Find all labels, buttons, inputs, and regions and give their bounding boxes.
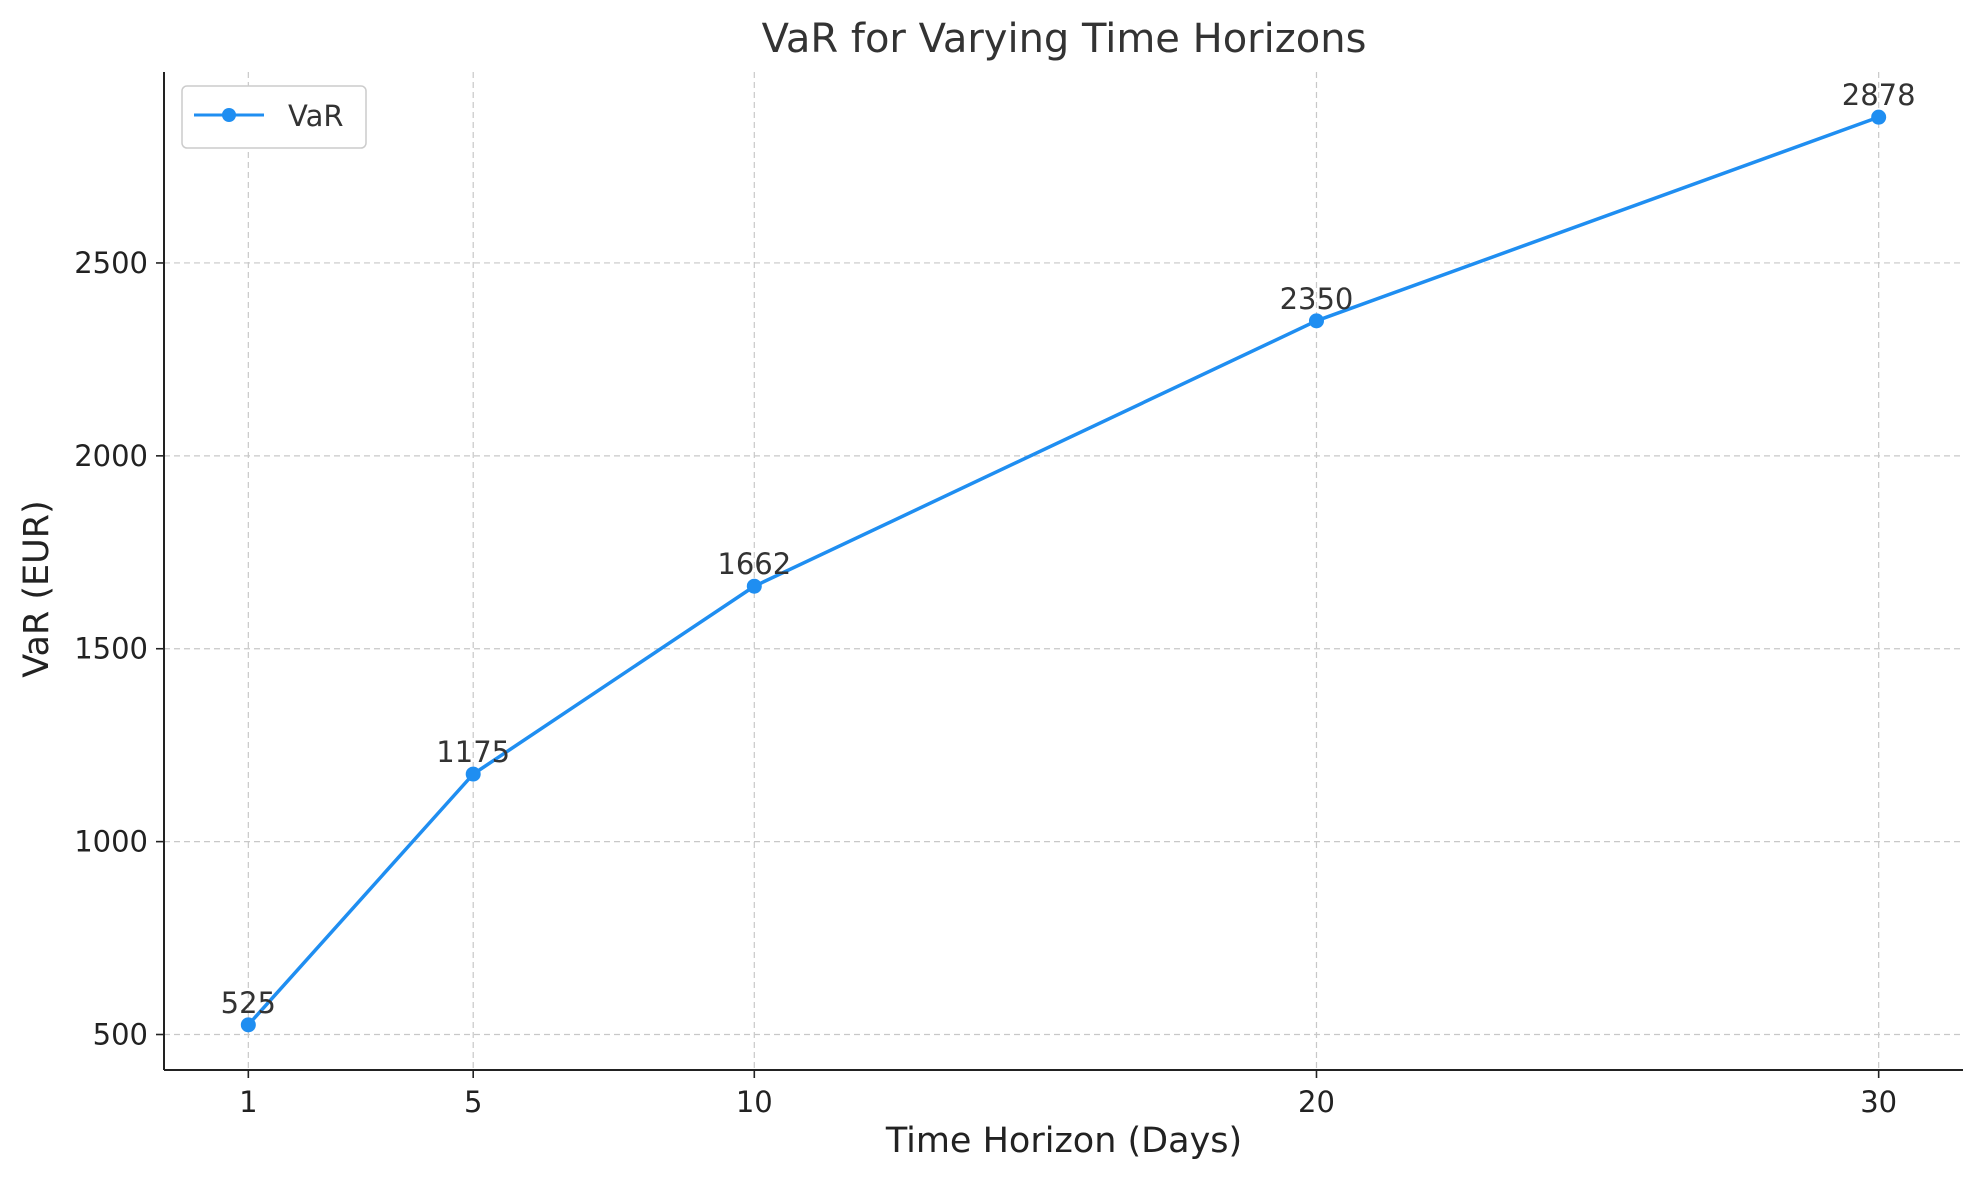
grid-lines (164, 72, 1963, 1070)
y-tick-label: 2500 (74, 246, 148, 280)
series-layer (240, 109, 1887, 1033)
y-tick-label: 1000 (74, 825, 148, 859)
data-point-label: 2878 (1842, 78, 1916, 112)
data-point-label: 1662 (717, 547, 791, 581)
legend-box (181, 85, 367, 149)
x-axis-label: Time Horizon (Days) (885, 1121, 1242, 1161)
y-tick-label: 500 (93, 1018, 148, 1052)
x-tick-label: 10 (736, 1085, 773, 1119)
legend: VaR (181, 85, 367, 149)
data-labels: 525 1175 1662 2350 2878 (221, 78, 1916, 1020)
data-point-label: 525 (221, 986, 276, 1020)
legend-marker-swatch (222, 108, 236, 122)
axis-ticks: 1 5 10 20 30 500 1000 1500 2000 2500 (74, 246, 1897, 1119)
x-tick-label: 30 (1860, 1085, 1897, 1119)
x-tick-label: 5 (464, 1085, 482, 1119)
y-axis-label: VaR (EUR) (17, 500, 57, 677)
data-point-label: 1175 (436, 735, 510, 769)
series-line-var (247, 115, 1880, 1027)
data-point-marker (746, 578, 762, 594)
x-tick-label: 1 (239, 1085, 257, 1119)
axes-spines (163, 72, 1963, 1071)
data-point-marker (465, 766, 481, 782)
data-point-label: 2350 (1280, 282, 1354, 316)
y-tick-label: 1500 (74, 632, 148, 666)
data-point-marker (1871, 109, 1887, 125)
x-tick-label: 20 (1298, 1085, 1335, 1119)
data-point-marker (240, 1017, 256, 1033)
legend-entry-var: VaR (288, 99, 344, 133)
chart-title: VaR for Varying Time Horizons (762, 16, 1367, 62)
data-point-marker (1308, 313, 1324, 329)
y-tick-label: 2000 (74, 439, 148, 473)
